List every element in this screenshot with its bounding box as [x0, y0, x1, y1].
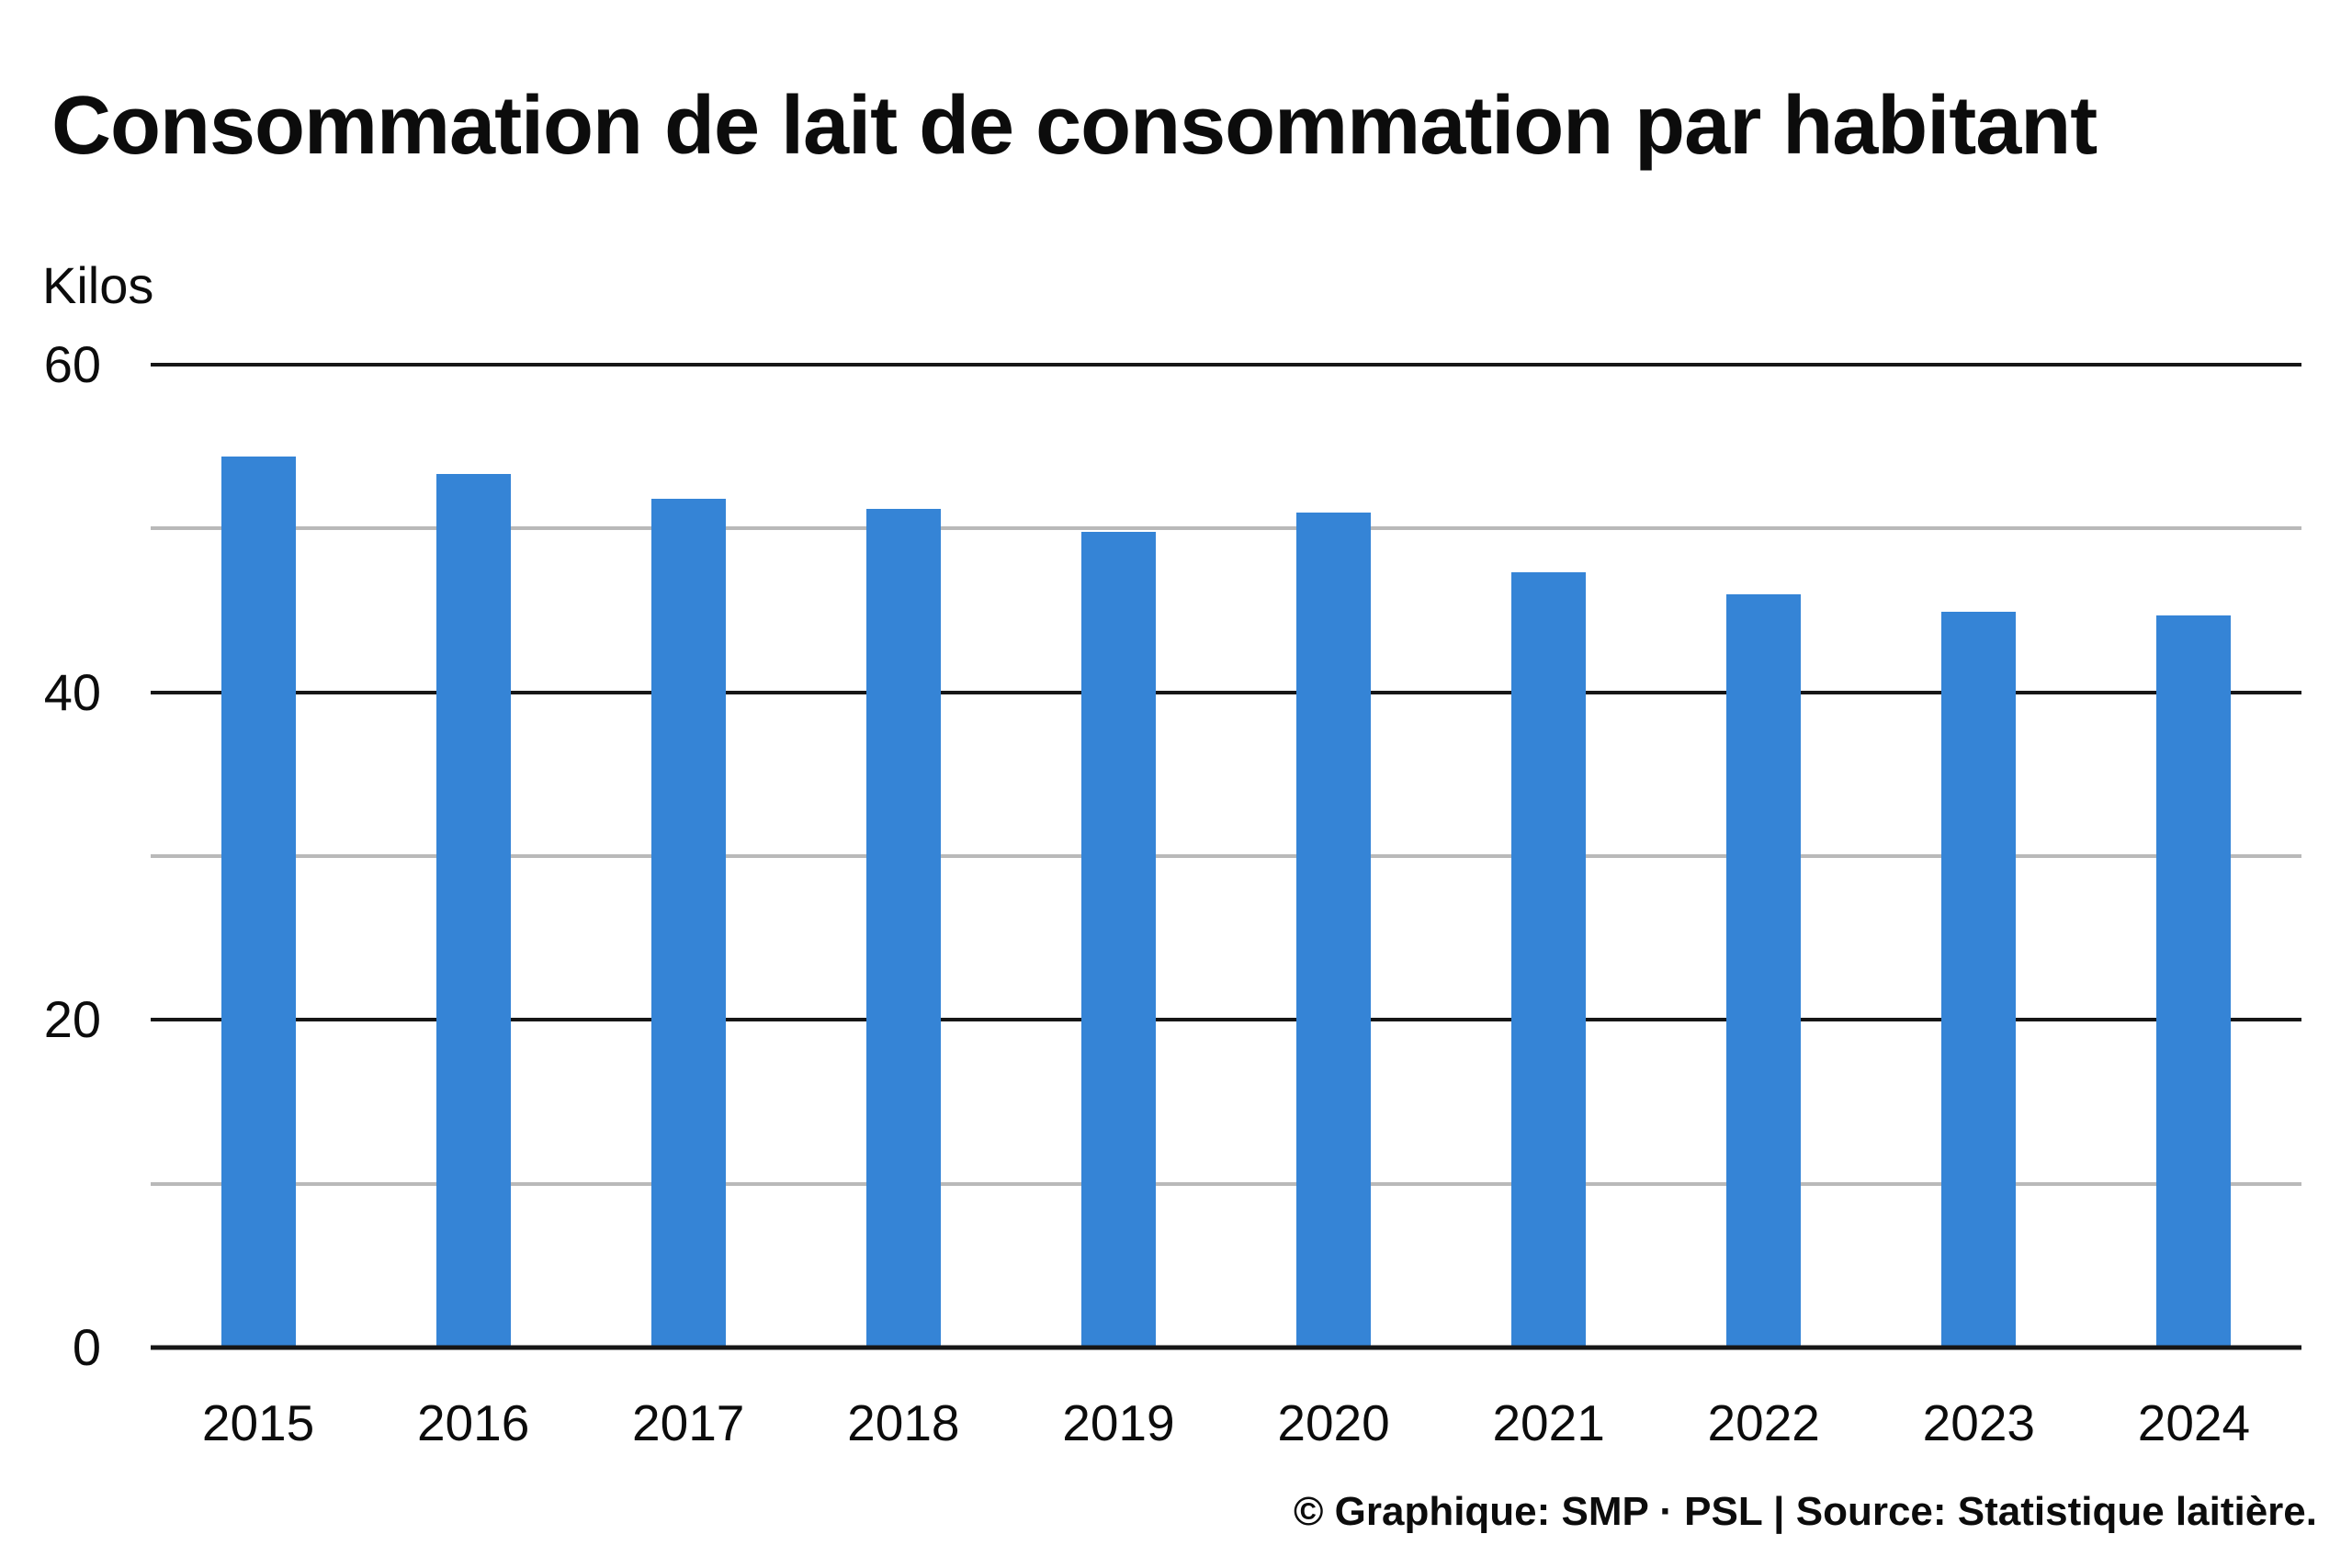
bar-2015	[220, 456, 296, 1348]
source-credit: © Graphique: SMP · PSL | Source: Statist…	[1293, 1489, 2317, 1534]
bar-2019	[1080, 531, 1156, 1348]
y-axis-unit-label: Kilos	[42, 256, 154, 314]
x-tick-label-2015: 2015	[201, 1394, 315, 1451]
major-gridline-20	[151, 1018, 2301, 1022]
bar-2022	[1726, 593, 1802, 1348]
x-tick-label-2022: 2022	[1707, 1394, 1820, 1451]
x-tick-label-2019: 2019	[1062, 1394, 1175, 1451]
minor-gridline-50	[151, 526, 2301, 531]
y-axis-labels: 0 20 40 60	[0, 335, 101, 1376]
bar-2020	[1296, 512, 1372, 1348]
plot-area	[151, 363, 2301, 1350]
y-tick-label-40: 40	[43, 662, 101, 721]
x-tick-label-2017: 2017	[632, 1394, 745, 1451]
major-gridline-60	[151, 363, 2301, 367]
bar-2021	[1511, 572, 1587, 1348]
chart-title: Consommation de lait de consommation par…	[51, 80, 2098, 172]
x-tick-label-2023: 2023	[1922, 1394, 2036, 1451]
x-tick-label-2016: 2016	[416, 1394, 530, 1451]
y-tick-label-60: 60	[43, 335, 101, 393]
x-axis-labels: 2015 2016 2017 2018 2019 2020 2021 2022 2023 2024	[151, 1398, 2301, 1462]
minor-gridline-10	[151, 1181, 2301, 1186]
bar-2017	[650, 499, 726, 1348]
x-axis-line	[151, 1345, 2301, 1350]
bar-2016	[435, 474, 511, 1348]
x-tick-label-2024: 2024	[2137, 1394, 2251, 1451]
x-tick-label-2018: 2018	[847, 1394, 960, 1451]
bar-2018	[865, 508, 941, 1348]
x-tick-label-2020: 2020	[1277, 1394, 1390, 1451]
major-gridline-40	[151, 690, 2301, 694]
bar-2023	[1941, 612, 2017, 1348]
y-tick-label-20: 20	[43, 990, 101, 1049]
bar-2024	[2156, 615, 2232, 1348]
x-tick-label-2021: 2021	[1492, 1394, 1605, 1451]
minor-gridline-30	[151, 854, 2301, 858]
y-tick-label-0: 0	[72, 1318, 101, 1376]
